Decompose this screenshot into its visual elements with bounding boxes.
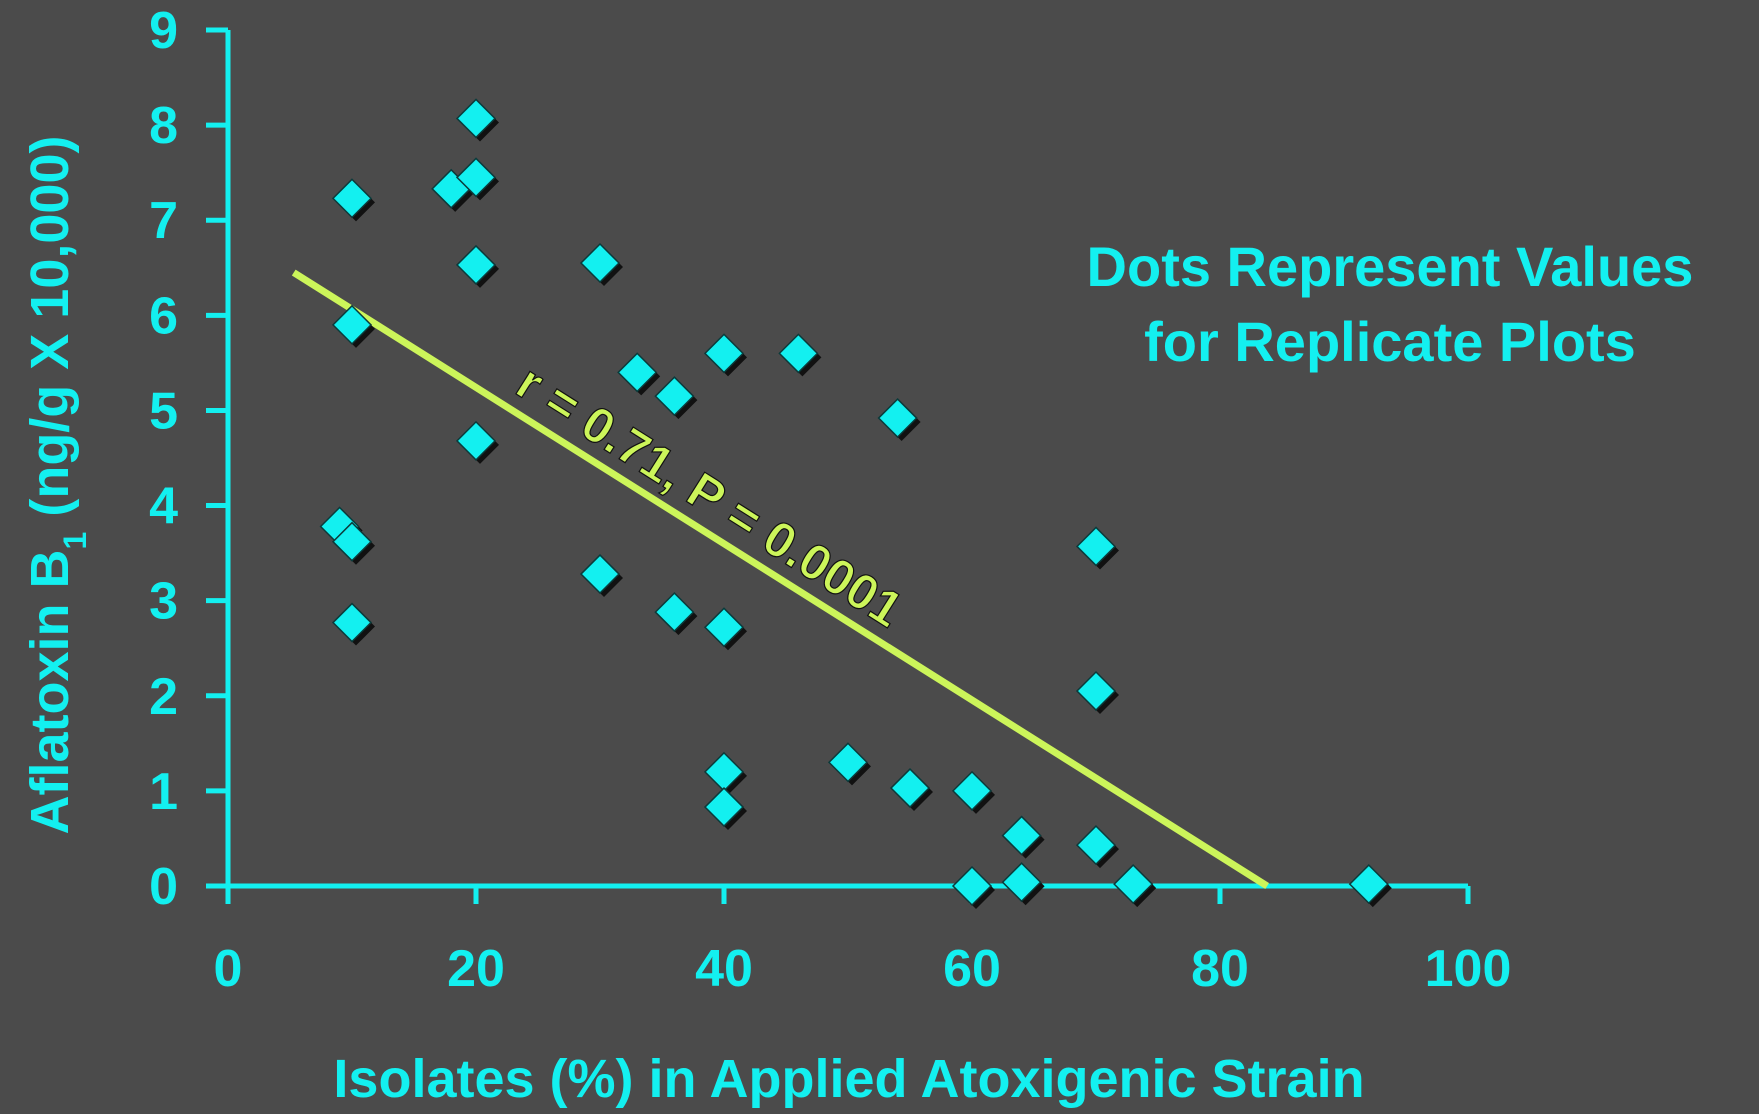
data-point-marker xyxy=(654,592,695,633)
x-tick-label: 60 xyxy=(943,940,1001,998)
y-axis-title: Aflatoxin B1 (ng/g X 10,000) xyxy=(20,136,93,835)
x-tick-label: 20 xyxy=(447,940,505,998)
data-point-marker xyxy=(455,157,497,198)
data-point-marker xyxy=(1348,864,1389,905)
data-point xyxy=(1001,815,1045,859)
data-point xyxy=(455,420,499,464)
x-ticks: 0 20 40 60 80 100 xyxy=(214,886,1512,998)
data-point-marker xyxy=(951,770,993,811)
data-point xyxy=(654,376,698,420)
y-tick-label: 9 xyxy=(149,2,178,60)
y-axis-title-subscript: 1 xyxy=(57,532,93,550)
note-line-2: for Replicate Plots xyxy=(1144,310,1636,373)
data-point xyxy=(331,521,375,565)
data-point-marker xyxy=(951,865,993,907)
data-point xyxy=(877,397,921,442)
x-tick-label: 0 xyxy=(214,940,243,998)
y-ticks: 0 1 2 3 4 5 6 7 8 9 xyxy=(149,2,228,916)
data-point-marker xyxy=(889,767,931,809)
y-tick-label: 2 xyxy=(149,668,178,726)
data-point-marker xyxy=(331,304,373,345)
y-tick-label: 5 xyxy=(149,382,178,440)
y-tick-label: 8 xyxy=(149,97,178,155)
x-tick-label: 80 xyxy=(1191,940,1249,998)
data-point-marker xyxy=(1075,670,1117,712)
data-point xyxy=(889,767,933,812)
data-point-marker xyxy=(579,242,621,284)
data-point-marker xyxy=(778,333,819,374)
data-point xyxy=(778,333,822,377)
data-point-marker xyxy=(1001,862,1042,903)
data-point-marker xyxy=(331,602,373,643)
data-point-marker xyxy=(703,786,745,828)
data-point xyxy=(1348,864,1392,908)
data-point-marker xyxy=(1001,815,1042,856)
data-point xyxy=(455,157,499,201)
data-point-marker xyxy=(579,553,621,595)
y-tick-label: 3 xyxy=(149,573,178,631)
data-point xyxy=(1075,825,1119,869)
data-point xyxy=(703,751,747,795)
data-point-marker xyxy=(455,244,497,285)
data-point-marker xyxy=(455,420,497,461)
data-point-marker xyxy=(703,607,745,648)
data-point xyxy=(331,178,375,222)
data-point xyxy=(703,333,747,377)
data-point xyxy=(1075,526,1119,570)
y-axis-title-suffix: (ng/g X 10,000) xyxy=(20,136,80,532)
data-point xyxy=(331,304,375,348)
y-tick-label: 4 xyxy=(149,478,178,536)
y-tick-label: 1 xyxy=(149,763,178,821)
data-point xyxy=(654,592,698,636)
note-line-1: Dots Represent Values xyxy=(1087,235,1694,298)
data-point-marker xyxy=(703,333,745,374)
data-point xyxy=(1075,670,1119,715)
data-point xyxy=(703,607,747,651)
data-point xyxy=(579,242,623,287)
data-point xyxy=(455,244,499,288)
data-point-marker xyxy=(654,376,695,417)
y-tick-label: 0 xyxy=(149,858,178,916)
x-tick-label: 100 xyxy=(1425,940,1512,998)
data-point xyxy=(1001,862,1045,906)
data-point-marker xyxy=(827,742,869,783)
data-point xyxy=(1113,864,1157,908)
points-layer xyxy=(319,98,1392,909)
data-point-marker xyxy=(1075,825,1117,866)
x-axis-title: Isolates (%) in Applied Atoxigenic Strai… xyxy=(333,1049,1364,1109)
data-point-marker xyxy=(331,521,373,562)
data-point xyxy=(827,742,871,786)
data-point xyxy=(951,865,995,909)
data-point xyxy=(455,98,499,142)
data-point-marker xyxy=(1075,526,1117,567)
data-point-marker xyxy=(877,397,918,439)
data-point xyxy=(951,770,995,814)
data-point-marker xyxy=(617,352,658,393)
data-point-marker xyxy=(1113,864,1154,905)
data-point-marker xyxy=(455,98,497,139)
data-point-marker xyxy=(331,178,373,219)
data-point xyxy=(331,602,375,646)
y-axis-title-prefix: Aflatoxin B xyxy=(20,549,80,834)
data-point xyxy=(703,786,747,831)
y-tick-label: 7 xyxy=(149,192,178,250)
y-tick-label: 6 xyxy=(149,287,178,345)
trend-layer xyxy=(291,269,1269,889)
trend-line xyxy=(291,269,1269,889)
data-point xyxy=(579,553,623,598)
correlation-annotation: r = 0.71, P = 0.0001 xyxy=(507,354,912,638)
x-tick-label: 40 xyxy=(695,940,753,998)
data-point xyxy=(617,352,661,396)
